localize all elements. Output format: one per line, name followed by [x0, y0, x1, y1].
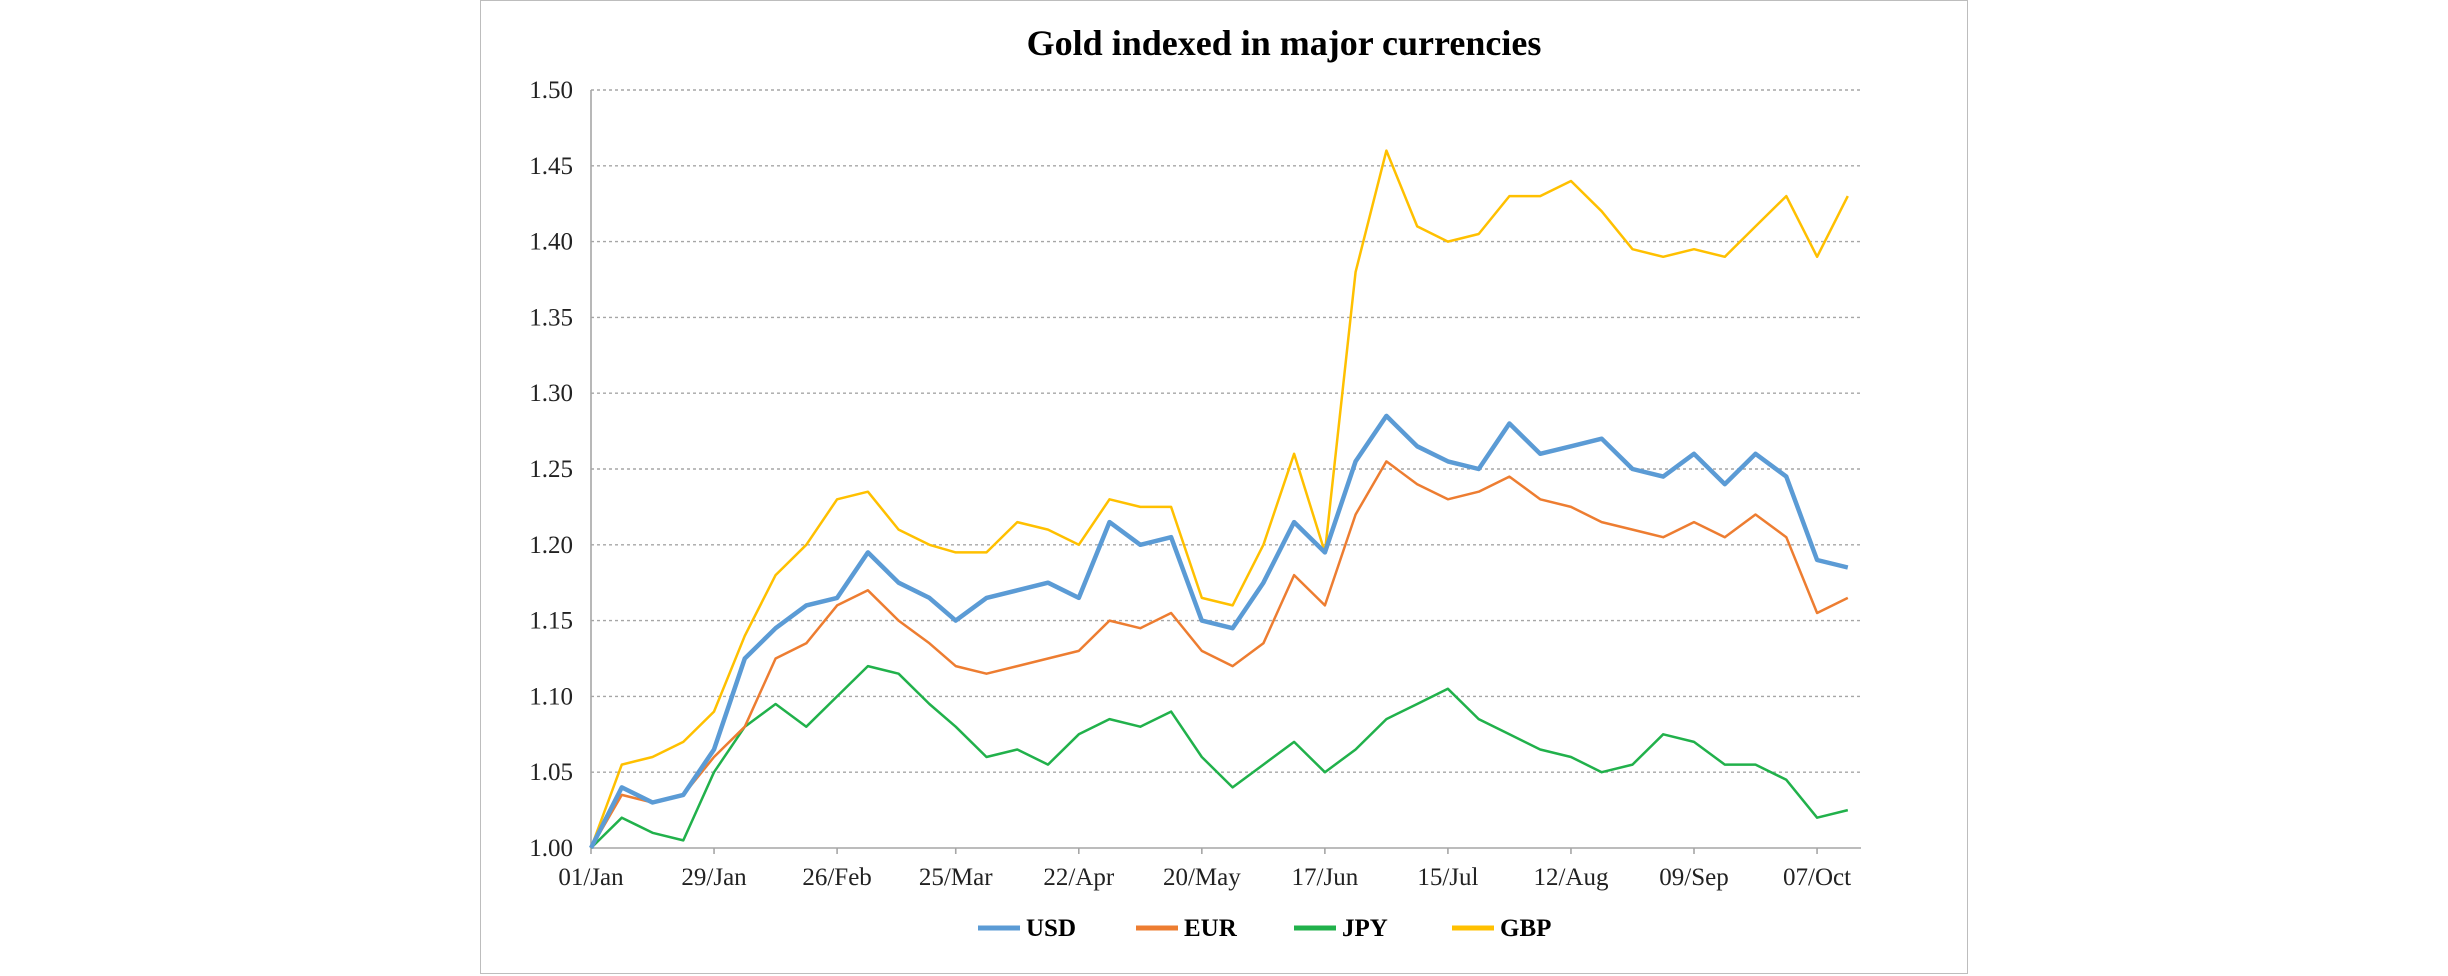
y-tick-label: 1.45: [529, 153, 573, 180]
y-tick-label: 1.30: [529, 380, 573, 407]
series-line-usd: [588, 413, 1849, 850]
legend-label-eur: EUR: [1184, 915, 1238, 942]
series-line-eur: [589, 460, 1849, 849]
legend-label-usd: USD: [1026, 915, 1076, 942]
x-tick-label: 26/Feb: [802, 864, 871, 891]
grid-layer: [591, 89, 1861, 773]
series-line-jpy: [590, 664, 1849, 849]
y-tick-label: 1.25: [529, 456, 573, 483]
legend-label-jpy: JPY: [1342, 915, 1388, 942]
chart-svg: Gold indexed in major currencies 1.001.0…: [529, 23, 1861, 942]
chart-frame: Gold indexed in major currencies 1.00 1.0…: [480, 0, 1968, 974]
y-tick-label: 1.15: [529, 608, 573, 635]
y-tick-label: 1.20: [529, 532, 573, 559]
x-tick-label: 29/Jan: [681, 864, 747, 891]
x-tick-label: 01/Jan: [558, 864, 624, 891]
x-tick-label: 22/Apr: [1043, 864, 1115, 891]
y-tick-label: 1.50: [529, 77, 573, 104]
x-tick-label: 09/Sep: [1659, 864, 1728, 891]
y-tick-label: 1.35: [529, 304, 573, 331]
y-tick-label: 1.05: [529, 759, 573, 786]
series-line-gbp: [589, 149, 1849, 849]
x-tick-label: 07/Oct: [1783, 864, 1851, 891]
chart-title: Gold indexed in major currencies: [1027, 23, 1542, 63]
y-tick-label: 1.00: [529, 835, 573, 862]
series-layer: [588, 149, 1849, 850]
y-tick-label: 1.10: [529, 683, 573, 710]
legend-layer: USD EUR JPY GBP: [978, 915, 1551, 942]
axis-layer: 1.00 1.05 1.10 1.15 1.20 1.25 1.30 1.35 1.40 1.45…: [529, 77, 1861, 891]
x-tick-label: 25/Mar: [919, 864, 993, 891]
x-tick-label: 17/Jun: [1292, 864, 1359, 891]
x-tick-label: 15/Jul: [1417, 864, 1478, 891]
x-tick-label: 20/May: [1163, 864, 1241, 891]
x-tick-label: 12/Aug: [1533, 864, 1609, 891]
y-tick-label: 1.40: [529, 229, 573, 256]
legend-label-gbp: GBP: [1500, 915, 1551, 942]
